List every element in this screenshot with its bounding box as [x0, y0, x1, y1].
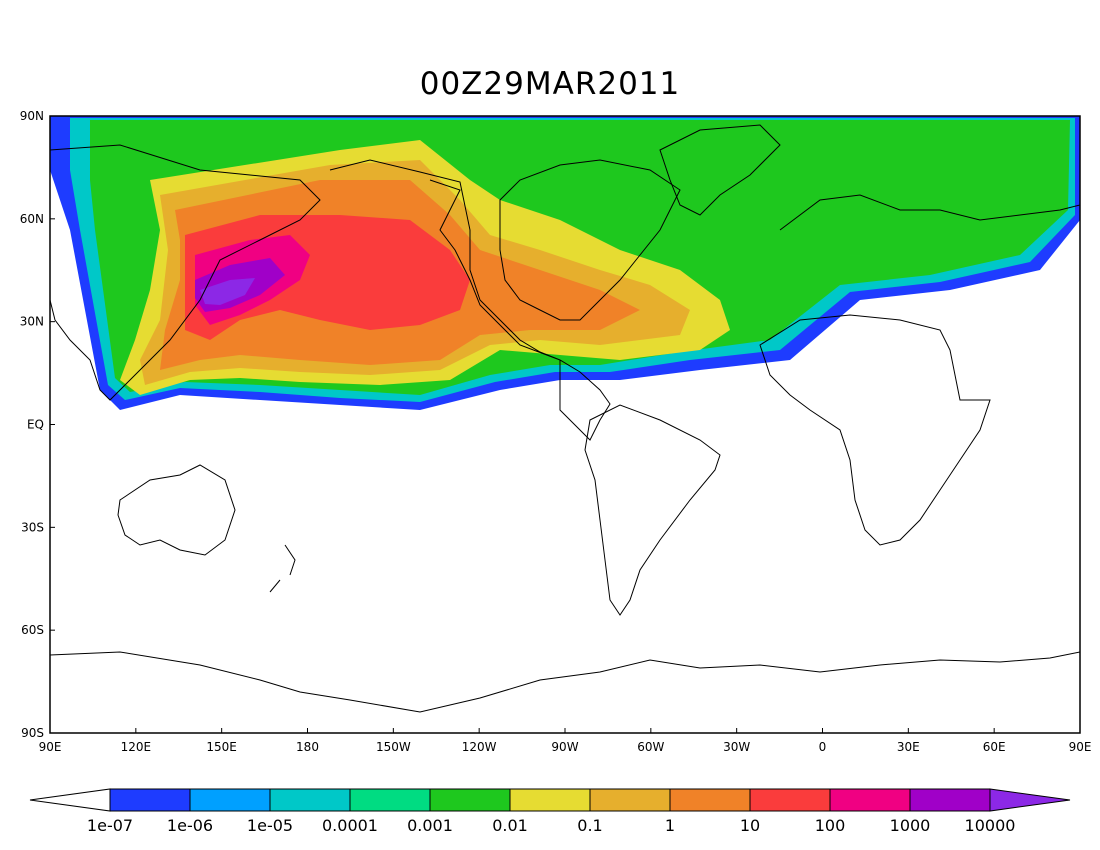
- lat-label: 60S: [21, 623, 44, 637]
- colorbar-box: [749, 788, 831, 812]
- colorbar-label: 100: [815, 816, 846, 835]
- lon-label: 60W: [637, 740, 664, 754]
- colorbar-label: 1: [665, 816, 675, 835]
- lat-label: 30S: [21, 520, 44, 534]
- lon-label: 120W: [462, 740, 497, 754]
- lon-label: 120E: [121, 740, 152, 754]
- lat-label: 30N: [20, 315, 44, 329]
- map-title: 00Z29MAR2011: [419, 66, 681, 102]
- colorbar-over-triangle: [989, 788, 1071, 812]
- colorbar-box: [349, 788, 431, 812]
- colorbar-box: [269, 788, 351, 812]
- lon-label: 0: [819, 740, 827, 754]
- lon-label: 30W: [723, 740, 750, 754]
- colorbar-label: 1e-05: [247, 816, 293, 835]
- colorbar-label: 1e-06: [167, 816, 213, 835]
- south-america-coast: [584, 404, 721, 616]
- lon-label: 60E: [983, 740, 1006, 754]
- lon-label: 90E: [39, 740, 62, 754]
- lon-label: 90E: [1069, 740, 1092, 754]
- lat-label: 90S: [21, 726, 44, 740]
- colorbar-box: [109, 788, 191, 812]
- lon-label: 30E: [897, 740, 920, 754]
- eurasia-coast: [50, 144, 1080, 401]
- colorbar-under-triangle: [29, 788, 111, 812]
- colorbar-label: 10: [740, 816, 760, 835]
- colorbar-box: [429, 788, 511, 812]
- colorbar-label: 0.001: [407, 816, 453, 835]
- colorbar-box: [829, 788, 911, 812]
- lon-label: 150E: [206, 740, 237, 754]
- lon-label: 150W: [376, 740, 411, 754]
- australia-coast: [117, 464, 236, 556]
- lon-label: 180: [296, 740, 319, 754]
- colorbar-box: [909, 788, 991, 812]
- north-america-coast: [329, 159, 681, 441]
- lat-label: EQ: [27, 418, 44, 432]
- antarctica-coast: [50, 651, 1080, 713]
- colorbar-box: [669, 788, 751, 812]
- lon-label: 90W: [551, 740, 578, 754]
- coastlines: [50, 124, 1080, 713]
- colorbar: 1e-07 1e-06 1e-05 0.0001 0.001 0.01 0.1 1 10 100 1…: [29, 788, 1071, 835]
- colorbar-box: [189, 788, 271, 812]
- greenland-coast: [659, 124, 781, 216]
- lat-label: 60N: [20, 212, 44, 226]
- colorbar-label: 10000: [965, 816, 1016, 835]
- colorbar-box: [589, 788, 671, 812]
- field-band-over: [200, 278, 255, 305]
- colorbar-label: 0.01: [492, 816, 528, 835]
- colorbar-label: 0.1: [577, 816, 602, 835]
- concentration-field: [50, 116, 1080, 410]
- colorbar-label: 0.0001: [322, 816, 378, 835]
- africa-coast: [759, 314, 991, 546]
- new-zealand-coast: [269, 544, 296, 593]
- colorbar-label: 1000: [890, 816, 931, 835]
- colorbar-label: 1e-07: [87, 816, 133, 835]
- lat-label: 90N: [20, 109, 44, 123]
- colorbar-box: [509, 788, 591, 812]
